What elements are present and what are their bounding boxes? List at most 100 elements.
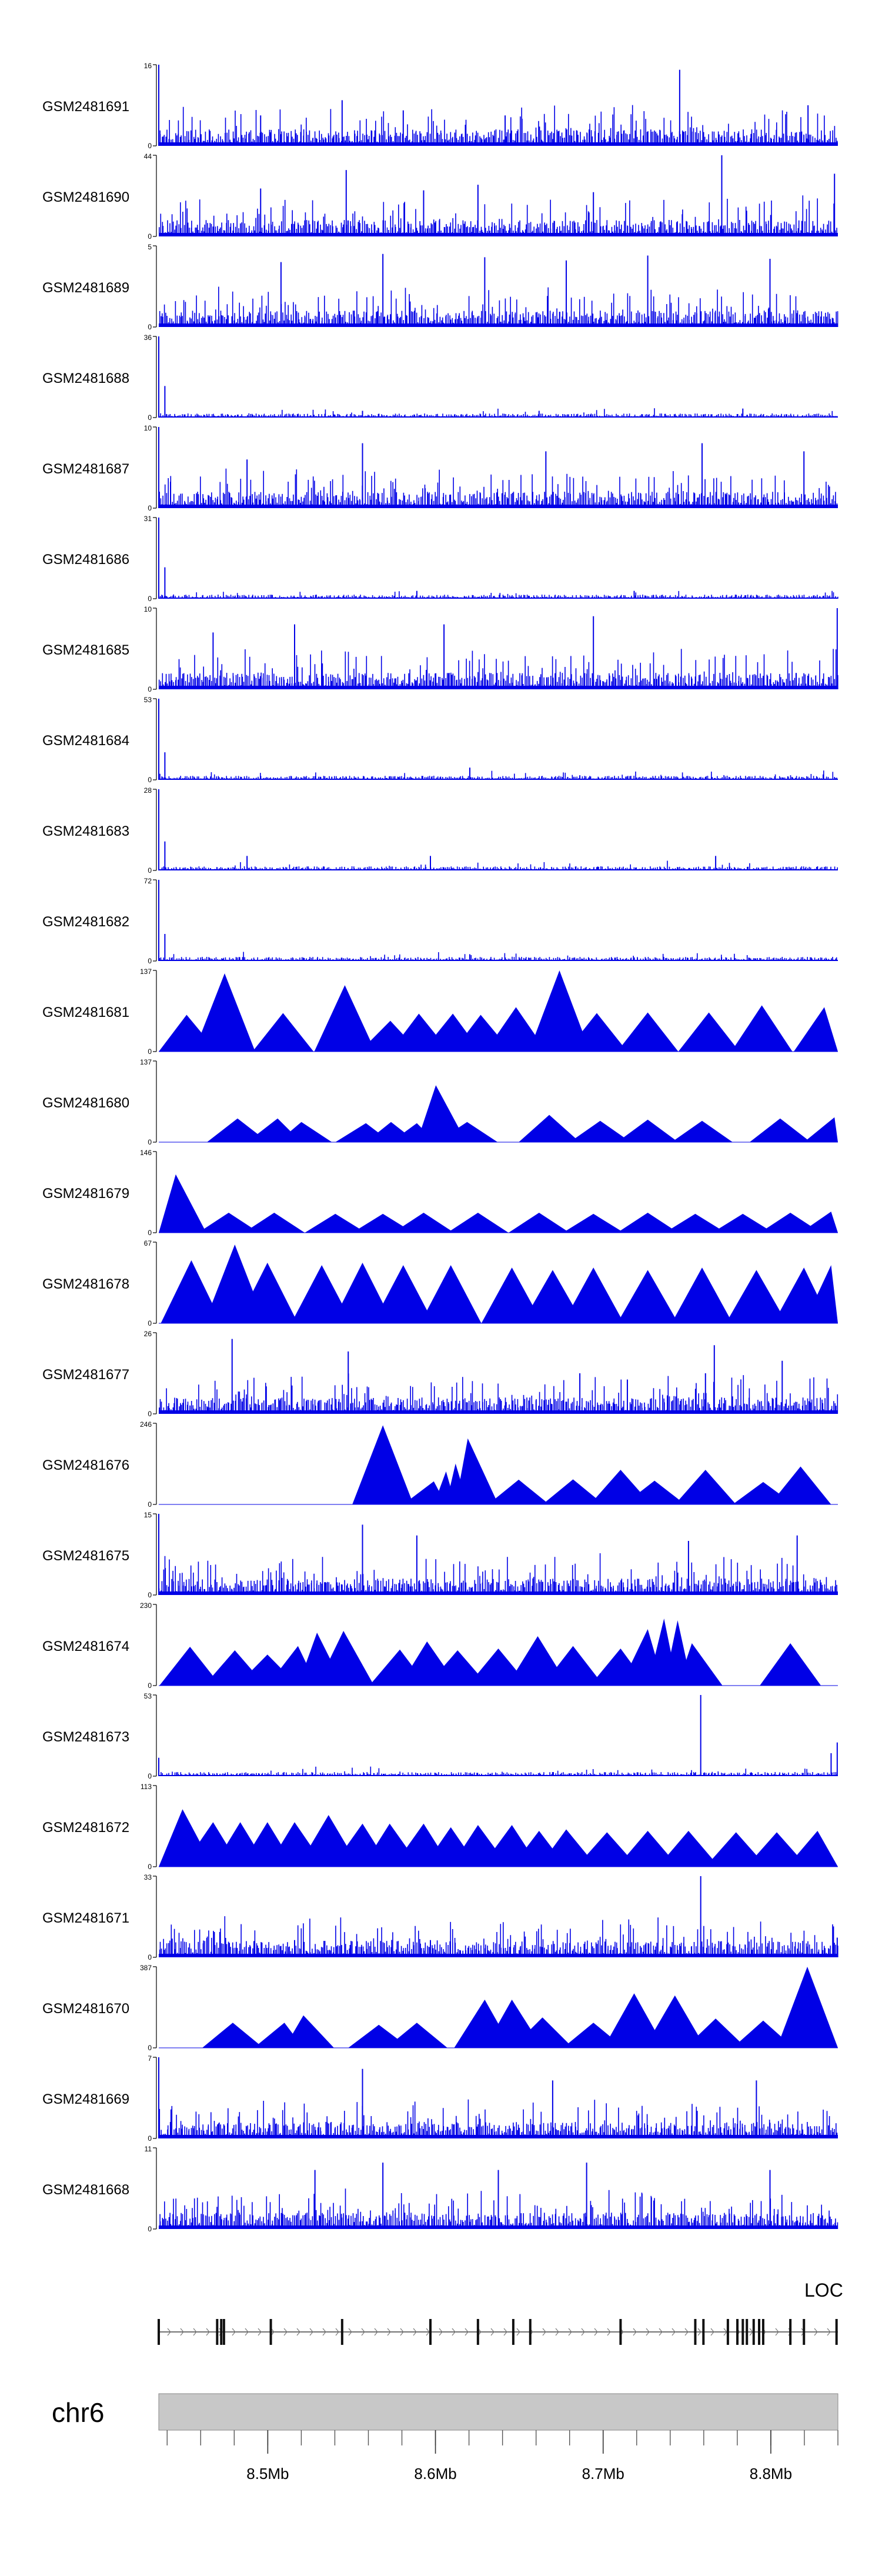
signal-peak	[644, 1995, 706, 2048]
y-max-label: 387	[140, 1964, 152, 1972]
track-label: GSM2481676	[42, 1457, 129, 1473]
exon	[529, 2319, 532, 2345]
baseline	[159, 505, 838, 508]
strand-arrow	[775, 2328, 779, 2336]
ideogram: chr6	[52, 2393, 838, 2431]
track-label: GSM2481686	[42, 552, 129, 568]
y-min-label: 0	[148, 323, 152, 331]
signal-peak	[732, 2020, 794, 2048]
exon	[758, 2319, 761, 2345]
track-label: GSM2481671	[42, 1910, 129, 1926]
strand-arrow	[490, 2328, 495, 2336]
baseline	[159, 686, 838, 689]
track-GSM2481671: GSM2481671 33 0	[42, 1873, 838, 1961]
y-min-label: 0	[148, 1138, 152, 1146]
exon	[512, 2319, 514, 2345]
y-min-label: 0	[148, 1591, 152, 1599]
strand-arrow	[697, 2328, 701, 2336]
y-max-label: 137	[140, 1058, 152, 1066]
strand-arrow	[710, 2328, 714, 2336]
y-max-label: 67	[144, 1239, 152, 1247]
baseline	[159, 323, 838, 327]
signal-peak	[671, 1267, 733, 1323]
strand-arrow	[633, 2328, 637, 2336]
signal-noise	[159, 2188, 838, 2229]
y-min-label: 0	[148, 1681, 152, 1690]
gene-label: LOC	[804, 2280, 843, 2301]
signal-peak	[508, 1212, 570, 1233]
track-label: GSM2481685	[42, 642, 129, 658]
signal-peak	[403, 1481, 446, 1504]
signal-peak	[207, 1118, 268, 1142]
x-tick-label: 8.5Mb	[246, 2465, 289, 2482]
signal-peak	[202, 2023, 263, 2048]
exon	[752, 2319, 755, 2345]
baseline	[159, 1775, 838, 1776]
y-min-label: 0	[148, 504, 152, 512]
strand-arrow	[555, 2328, 559, 2336]
strand-arrow	[684, 2328, 689, 2336]
signal-peak	[314, 985, 376, 1052]
y-max-label: 15	[144, 1511, 152, 1519]
y-max-label: 72	[144, 877, 152, 885]
strand-arrow	[659, 2328, 663, 2336]
signal-peak	[243, 1212, 305, 1233]
baseline	[159, 2135, 838, 2138]
baseline	[159, 233, 838, 236]
signal-noise	[159, 952, 837, 961]
track-GSM2481682: GSM2481682 72 0	[42, 877, 838, 965]
exon	[340, 2319, 343, 2345]
signal-peak	[603, 1993, 665, 2048]
signal-peak	[447, 1212, 509, 1233]
track-label: GSM2481691	[42, 99, 129, 115]
y-max-label: 246	[140, 1420, 152, 1429]
y-min-label: 0	[148, 413, 152, 422]
x-tick-label: 8.7Mb	[582, 2465, 624, 2482]
track-GSM2481668: GSM2481668 11 0	[42, 2145, 838, 2233]
y-min-label: 0	[148, 2044, 152, 2052]
track-label: GSM2481670	[42, 2001, 129, 2017]
signal-noise	[159, 1373, 838, 1414]
signal-noise	[159, 286, 838, 327]
signal-peak	[677, 1643, 723, 1686]
y-min-label: 0	[148, 1772, 152, 1780]
signal-peak	[617, 1830, 679, 1867]
y-max-label: 11	[145, 2145, 152, 2153]
signal-noise	[158, 1553, 837, 1595]
signal-peak	[393, 1212, 455, 1233]
signal-peak	[705, 1832, 767, 1867]
signal-peak	[617, 1270, 679, 1323]
strand-arrow	[167, 2328, 171, 2336]
signal-peak	[291, 1265, 353, 1323]
signal-noise	[158, 1766, 837, 1776]
signal-noise	[159, 770, 837, 780]
exon	[741, 2319, 744, 2345]
y-max-label: 10	[144, 605, 152, 613]
y-min-label: 0	[148, 776, 152, 784]
exon	[746, 2319, 749, 2345]
exon	[736, 2319, 739, 2345]
exon	[269, 2319, 272, 2345]
y-min-label: 0	[148, 1863, 152, 1871]
exon	[222, 2319, 225, 2345]
y-max-label: 137	[140, 967, 152, 976]
signal-noise	[158, 408, 837, 418]
y-min-label: 0	[148, 685, 152, 693]
track-label: GSM2481673	[42, 1729, 129, 1745]
signal-peak	[749, 1118, 811, 1142]
strand-arrow	[400, 2328, 404, 2336]
strand-arrow	[465, 2328, 469, 2336]
strand-arrow	[671, 2328, 676, 2336]
y-min-label: 0	[148, 1047, 152, 1056]
track-label: GSM2481681	[42, 1005, 129, 1020]
signal-peak	[522, 1270, 583, 1323]
signal-peak	[712, 1213, 774, 1233]
y-min-label: 0	[148, 1953, 152, 1961]
track-GSM2481670: GSM2481670 387 0	[42, 1964, 838, 2052]
exon	[702, 2319, 705, 2345]
y-max-label: 7	[148, 2054, 152, 2063]
strand-arrow	[348, 2328, 352, 2336]
signal-peak	[488, 1479, 550, 1504]
signal-peak	[278, 1122, 332, 1142]
track-label: GSM2481682	[42, 914, 129, 930]
